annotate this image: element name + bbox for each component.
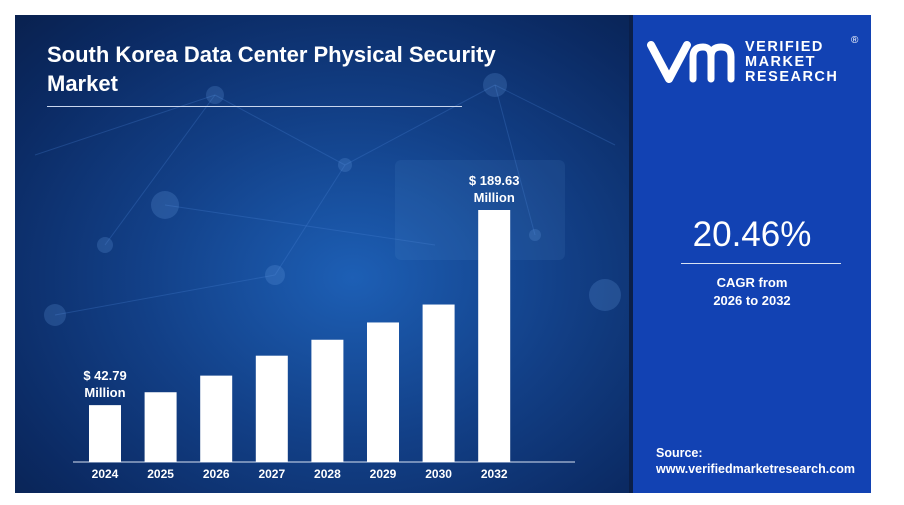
cagr-divider [681,263,841,264]
x-tick-label-2026: 2026 [203,467,230,481]
bar-2025 [144,392,177,462]
sidebar-panel: VERIFIED MARKET RESEARCH ® 20.46% CAGR f… [633,15,871,493]
logo-line-research: RESEARCH [745,69,839,85]
x-tick-label-2025: 2025 [147,467,174,481]
title-underline [47,106,462,107]
logo-line-market: MARKET [745,54,817,70]
bar-2028 [311,339,344,462]
bar-chart: 2024 2025 2026 2027 2028 2029 2030 2032 $ 42.79 M… [73,173,575,481]
bar-2024 [89,405,121,462]
cagr-label: CAGR from 2026 to 2032 [633,274,871,310]
bar-2032 [478,210,511,462]
vmr-logo [647,37,867,97]
cagr-label-line2: 2026 to 2032 [713,293,791,308]
data-label-2024-line2: Million [84,385,125,400]
data-label-2024-line1: $ 42.79 [83,368,126,383]
infographic: South Korea Data Center Physical Securit… [15,15,871,493]
x-tick-label-2032: 2032 [481,467,508,481]
panel-divider [629,15,633,493]
bar-2027 [255,355,288,462]
source: Source: www.verifiedmarketresearch.com [656,445,855,477]
chart-title: South Korea Data Center Physical Securit… [47,42,496,96]
registered-mark: ® [851,35,859,46]
cagr-value: 20.46% [692,215,812,254]
x-tick-label-2029: 2029 [370,467,397,481]
x-tick-label-2028: 2028 [314,467,341,481]
source-url[interactable]: www.verifiedmarketresearch.com [656,462,855,476]
bar-2030 [422,304,455,462]
x-tick-label-2030: 2030 [425,467,452,481]
x-tick-label-2024: 2024 [92,467,119,481]
cagr-label-line1: CAGR from [716,275,788,290]
bar-2029 [367,322,399,462]
data-label-2032-line2: Million [474,190,515,205]
logo-line-verified: VERIFIED [745,39,824,55]
vmr-logo-icon [647,41,735,83]
chart-panel: South Korea Data Center Physical Securit… [15,15,629,493]
logo-wordmark: VERIFIED MARKET RESEARCH [745,40,838,85]
bar-2026 [200,375,233,462]
source-label: Source: [656,446,703,460]
data-label-2032-line1: $ 189.63 [469,173,520,188]
x-tick-label-2027: 2027 [258,467,285,481]
